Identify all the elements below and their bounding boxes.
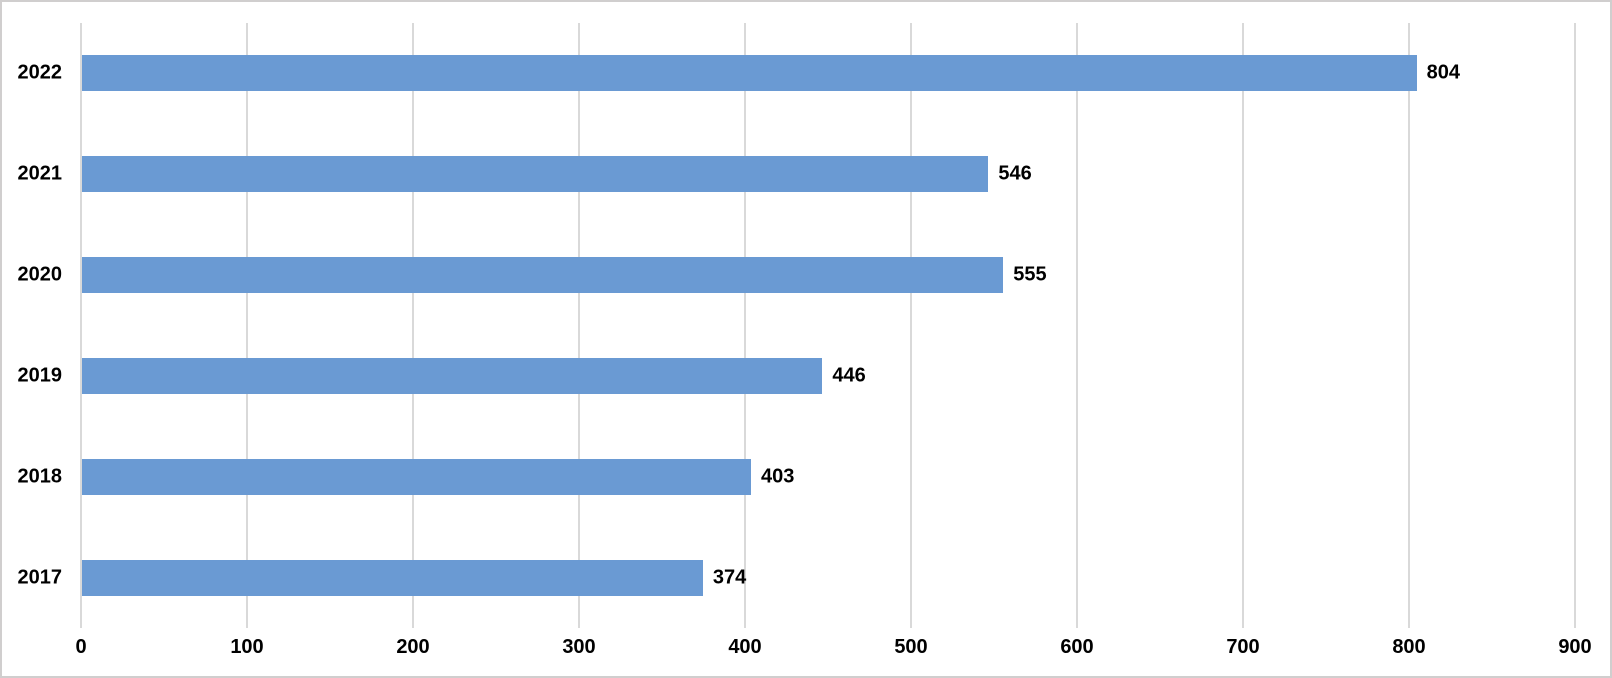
x-axis-tick-label-700: 700 (1226, 636, 1260, 658)
value-label-2018: 403 (760, 465, 795, 488)
x-axis-tick-label-400: 400 (728, 636, 762, 658)
bar-2018 (82, 458, 751, 495)
gridline-600 (1076, 23, 1078, 628)
gridline-800 (1408, 23, 1410, 628)
x-axis-tick-label-0: 0 (75, 636, 87, 658)
gridline-500 (910, 23, 912, 628)
category-label-2017: 2017 (17, 566, 63, 589)
x-axis-tick-label-500: 500 (894, 636, 928, 658)
value-label-2020: 555 (1013, 263, 1047, 286)
category-label-2018: 2018 (17, 465, 63, 488)
category-label-2019: 2019 (17, 364, 63, 387)
value-label-2019: 446 (832, 364, 866, 387)
x-axis-tick-label-100: 100 (230, 636, 264, 658)
bar-2017 (82, 559, 703, 596)
bar-2021 (82, 156, 989, 193)
bar-2022 (82, 55, 1417, 92)
gridline-0 (80, 23, 82, 628)
x-axis-tick-label-200: 200 (396, 636, 430, 658)
value-label-2022: 804 (1426, 61, 1460, 84)
gridline-400 (744, 23, 746, 628)
gridline-100 (246, 23, 248, 628)
category-label-2020: 2020 (17, 263, 63, 286)
gridline-200 (412, 23, 414, 628)
x-axis-tick-label-300: 300 (562, 636, 596, 658)
bar-2020 (82, 257, 1004, 294)
bar-2019 (82, 357, 823, 394)
category-label-2022: 2022 (17, 61, 63, 84)
gridline-300 (578, 23, 580, 628)
category-label-2021: 2021 (17, 162, 63, 185)
gridline-700 (1242, 23, 1244, 628)
x-axis-tick-label-600: 600 (1060, 636, 1094, 658)
value-label-2021: 546 (998, 162, 1032, 185)
gridline-900 (1574, 23, 1576, 628)
value-label-2017: 374 (712, 566, 747, 589)
x-axis-tick-label-900: 900 (1558, 636, 1592, 658)
x-axis-tick-label-800: 800 (1392, 636, 1426, 658)
